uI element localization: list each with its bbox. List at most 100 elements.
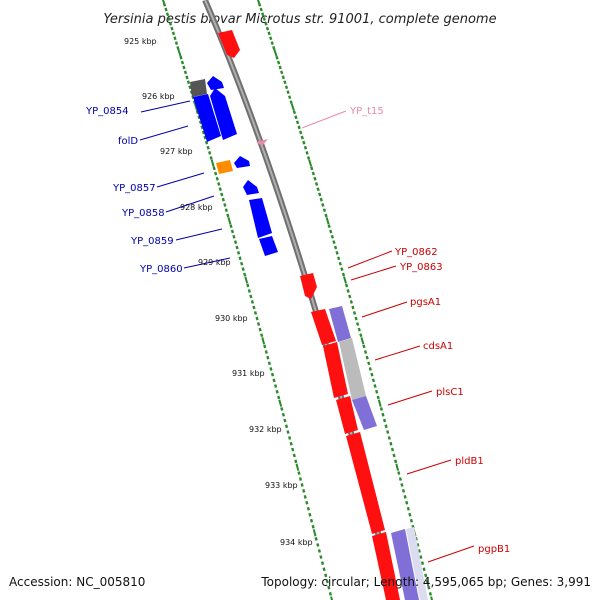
tick-mark xyxy=(300,483,304,487)
ring-mark xyxy=(416,543,420,547)
tick-labels: 925 kbp 926 kbp 927 kbp 928 kbp 929 kbp … xyxy=(124,37,313,547)
gene-feature-red[interactable] xyxy=(323,342,348,398)
tick-mark xyxy=(209,156,213,160)
tick-label-927: 927 kbp xyxy=(160,147,193,156)
tick-mark xyxy=(302,489,306,493)
leader-line xyxy=(406,459,452,475)
tick-mark xyxy=(275,389,279,394)
ring-mark xyxy=(357,327,361,332)
ring-mark xyxy=(408,512,412,517)
tick-mark xyxy=(264,350,268,354)
gene-feature-red[interactable] xyxy=(300,273,317,299)
tick-label-933: 933 kbp xyxy=(265,481,298,490)
tick-mark xyxy=(185,75,189,80)
tick-mark xyxy=(194,103,198,111)
tick-label-926: 926 kbp xyxy=(142,92,175,101)
gene-feature-blue[interactable] xyxy=(210,88,237,140)
tick-mark xyxy=(233,240,238,245)
tick-mark xyxy=(322,567,326,572)
gene-label-YP_0862[interactable]: YP_0862 xyxy=(394,247,438,258)
tick-mark xyxy=(204,140,209,145)
ring-mark xyxy=(259,7,263,12)
ring-mark xyxy=(395,463,400,471)
genome-summary-text: Topology: circular; Length: 4,595,065 bp… xyxy=(260,575,591,589)
tick-mark xyxy=(324,573,328,578)
gene-label-YP_0857[interactable]: YP_0857 xyxy=(112,183,156,194)
tick-mark xyxy=(241,267,245,272)
ring-mark xyxy=(290,103,295,111)
leader-line xyxy=(139,125,189,141)
tick-mark xyxy=(174,41,179,45)
tick-mark xyxy=(266,355,270,360)
tick-mark xyxy=(192,100,197,105)
ring-mark xyxy=(283,80,287,85)
gene-feature-blue[interactable] xyxy=(243,180,259,195)
ring-mark xyxy=(297,125,301,130)
leader-line xyxy=(387,390,433,406)
gene-feature-red[interactable] xyxy=(346,432,385,534)
gene-feature-red[interactable] xyxy=(372,532,400,600)
rna-feature-grey[interactable] xyxy=(406,527,428,600)
rna-feature-purple[interactable] xyxy=(391,529,419,600)
gene-feature-blue[interactable] xyxy=(193,94,221,142)
ring-mark xyxy=(397,471,401,475)
gene-label-YP_0854[interactable]: YP_0854 xyxy=(85,106,129,117)
tick-mark xyxy=(168,21,173,26)
gene-label-YP_0858[interactable]: YP_0858 xyxy=(121,208,165,219)
gene-feature-red[interactable] xyxy=(218,30,240,58)
ring-mark xyxy=(376,395,380,400)
tick-mark xyxy=(317,549,321,553)
gene-label-YP_0863[interactable]: YP_0863 xyxy=(399,262,443,273)
tick-mark xyxy=(292,453,296,458)
tick-mark xyxy=(218,187,222,192)
ring-mark xyxy=(392,453,396,458)
tick-mark xyxy=(164,7,168,12)
ring-mark xyxy=(417,549,421,553)
gene-feature-blue[interactable] xyxy=(249,198,272,238)
rna-feature-grey[interactable] xyxy=(339,338,366,400)
gene-feature-red[interactable] xyxy=(336,396,358,434)
tick-mark xyxy=(227,217,232,225)
gene-feature-red[interactable] xyxy=(311,309,336,345)
leader-line xyxy=(374,345,421,361)
ring-mark xyxy=(329,229,333,234)
gene-label-pgsA1[interactable]: pgsA1 xyxy=(410,297,441,308)
gene-label-YP_t15[interactable]: YP_t15 xyxy=(349,106,384,117)
tick-mark xyxy=(165,12,170,17)
ring-mark xyxy=(265,26,270,31)
ring-mark xyxy=(332,240,336,245)
gene-feature-blue[interactable] xyxy=(259,236,278,256)
gene-label-YP_0859[interactable]: YP_0859 xyxy=(130,236,174,247)
gene-label-pldB1[interactable]: pldB1 xyxy=(455,456,484,467)
gene-label-pgpB1[interactable]: pgpB1 xyxy=(478,544,510,555)
reverse-features xyxy=(190,76,278,256)
gene-label-cdsA1[interactable]: cdsA1 xyxy=(423,341,453,352)
ring-mark xyxy=(286,90,290,95)
gene-feature-blue[interactable] xyxy=(207,76,224,90)
tick-mark xyxy=(162,2,167,7)
gene-feature-orange[interactable] xyxy=(216,160,233,174)
gene-feature-blue[interactable] xyxy=(234,156,250,168)
tick-mark xyxy=(274,384,278,388)
ring-mark xyxy=(308,159,313,167)
gene-label-YP_0860[interactable]: YP_0860 xyxy=(139,264,183,275)
leader-line xyxy=(140,100,191,113)
leader-line xyxy=(301,110,347,129)
tick-mark xyxy=(215,176,219,181)
tick-mark xyxy=(180,60,185,65)
ring-mark xyxy=(352,311,357,315)
gene-feature-dark[interactable] xyxy=(190,79,207,97)
rna-feature-purple[interactable] xyxy=(352,396,377,430)
ring-mark xyxy=(384,424,388,429)
gene-label-folD[interactable]: folD xyxy=(118,136,138,147)
ring-mark xyxy=(275,55,279,60)
tick-mark xyxy=(263,344,267,349)
ring-mark xyxy=(288,95,292,100)
rna-feature-purple[interactable] xyxy=(329,306,351,342)
tick-mark xyxy=(303,495,307,499)
forward-features xyxy=(218,30,428,600)
trna-feature-marker[interactable] xyxy=(256,139,268,146)
gene-label-plsC1[interactable]: plsC1 xyxy=(436,387,464,398)
tick-mark xyxy=(198,120,203,125)
ring-mark xyxy=(401,489,406,493)
